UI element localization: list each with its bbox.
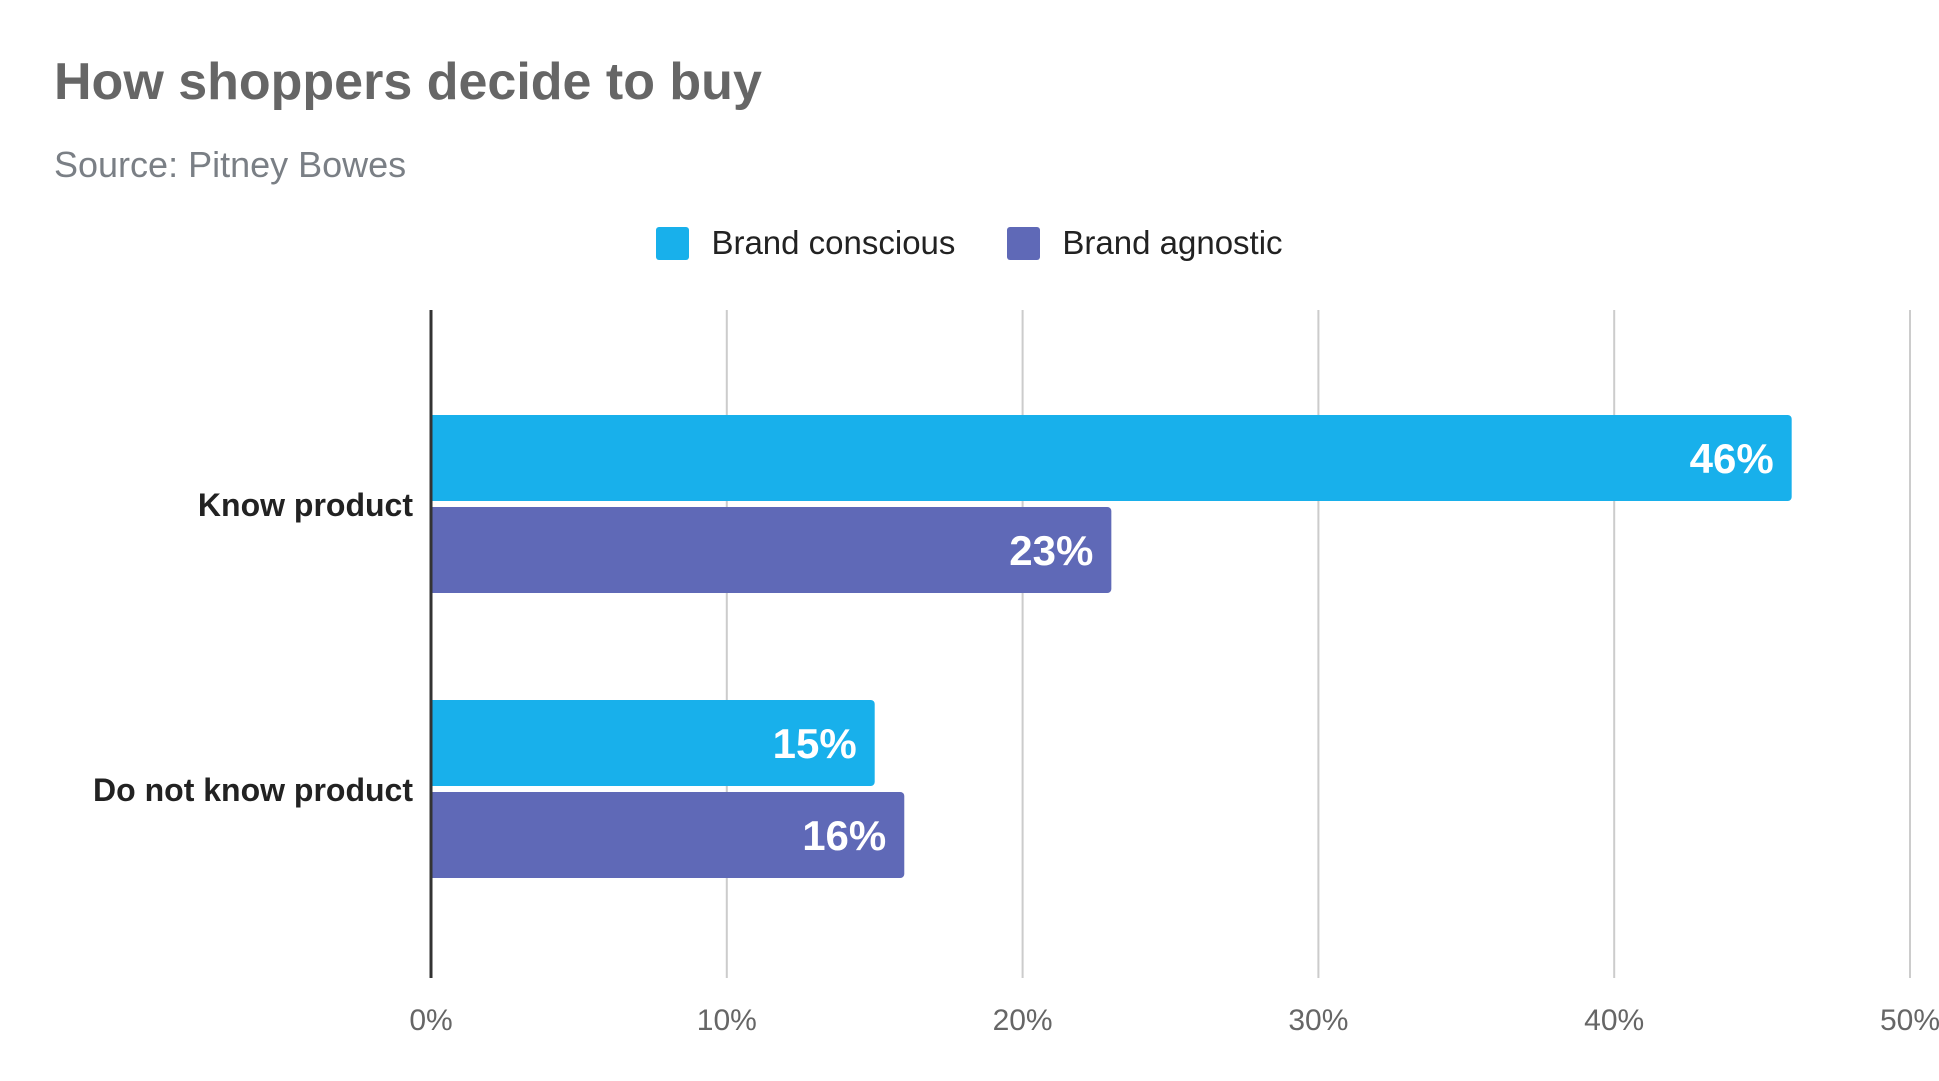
chart-subtitle: Source: Pitney Bowes [54, 144, 407, 185]
legend-item-brand-conscious: Brand conscious [656, 224, 955, 262]
bar-data-label: 16% [802, 812, 886, 859]
legend-swatch-brand-conscious [656, 226, 690, 260]
legend-label-brand-conscious: Brand conscious [711, 224, 956, 261]
bar-data-label: 46% [1690, 435, 1774, 482]
bar [431, 700, 875, 786]
chart-title: How shoppers decide to buy [54, 53, 762, 111]
x-tick-label: 30% [1288, 1004, 1348, 1037]
category-label: Know product [198, 487, 413, 523]
x-tick-label: 10% [697, 1004, 757, 1037]
legend-item-brand-agnostic: Brand agnostic [1007, 224, 1283, 262]
x-tick-label: 20% [993, 1004, 1053, 1037]
x-tick-label: 40% [1584, 1004, 1644, 1037]
bar-data-label: 15% [773, 720, 857, 767]
bar [431, 507, 1112, 593]
legend-swatch-brand-agnostic [1007, 226, 1041, 260]
bar [431, 415, 1792, 501]
legend-label-brand-agnostic: Brand agnostic [1062, 224, 1283, 261]
bar-data-label: 23% [1009, 527, 1093, 574]
x-tick-label: 50% [1880, 1004, 1939, 1037]
category-label: Do not know product [93, 772, 413, 808]
bar [431, 792, 905, 878]
chart-legend: Brand conscious Brand agnostic [0, 224, 1939, 262]
x-tick-label: 0% [409, 1004, 452, 1037]
